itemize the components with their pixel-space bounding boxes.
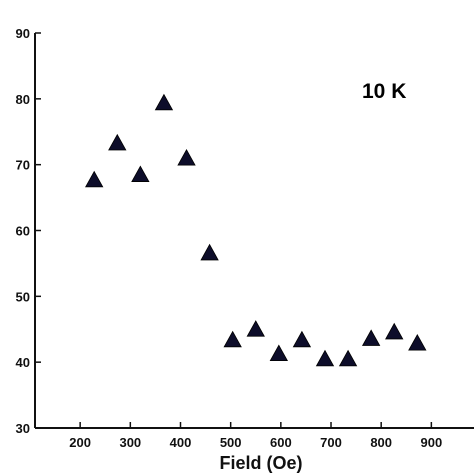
y-tick-label: 90 xyxy=(16,26,30,41)
data-point-triangle xyxy=(85,170,104,188)
axes xyxy=(34,33,474,429)
x-tick-label: 700 xyxy=(320,435,342,450)
x-tick-label: 600 xyxy=(270,435,292,450)
data-points xyxy=(85,93,427,367)
data-point-triangle xyxy=(223,330,242,348)
x-tick-label: 400 xyxy=(170,435,192,450)
x-tick-label: 800 xyxy=(370,435,392,450)
data-point-triangle xyxy=(315,349,335,367)
temperature-annotation: 10 K xyxy=(362,80,406,103)
data-point-triangle xyxy=(269,344,289,362)
data-point-triangle xyxy=(385,322,404,340)
y-tick-label: 60 xyxy=(16,224,30,239)
y-tick-label: 40 xyxy=(16,355,30,370)
data-point-triangle xyxy=(338,349,358,367)
x-tick-label: 900 xyxy=(421,435,443,450)
data-point-triangle xyxy=(292,330,312,348)
data-point-triangle xyxy=(361,329,381,346)
data-point-triangle xyxy=(246,320,265,337)
y-tick-label: 50 xyxy=(16,289,30,304)
x-tick-label: 500 xyxy=(220,435,242,450)
y-tick-label: 30 xyxy=(16,421,30,436)
data-point-triangle xyxy=(200,243,219,261)
ticks: 30 40 50 60 70 80 90 200 300 400 500 600 700 800 900 xyxy=(16,26,443,450)
y-tick-label: 70 xyxy=(16,158,30,173)
x-tick-label: 200 xyxy=(69,435,91,450)
x-tick-label: 300 xyxy=(119,435,141,450)
x-axis-title: Field (Oe) xyxy=(219,453,302,473)
y-tick-label: 80 xyxy=(16,92,30,107)
data-point-triangle xyxy=(131,165,150,182)
data-point-triangle xyxy=(408,333,427,351)
data-point-triangle xyxy=(177,148,196,166)
data-point-triangle xyxy=(154,93,174,111)
data-point-triangle xyxy=(108,133,127,151)
